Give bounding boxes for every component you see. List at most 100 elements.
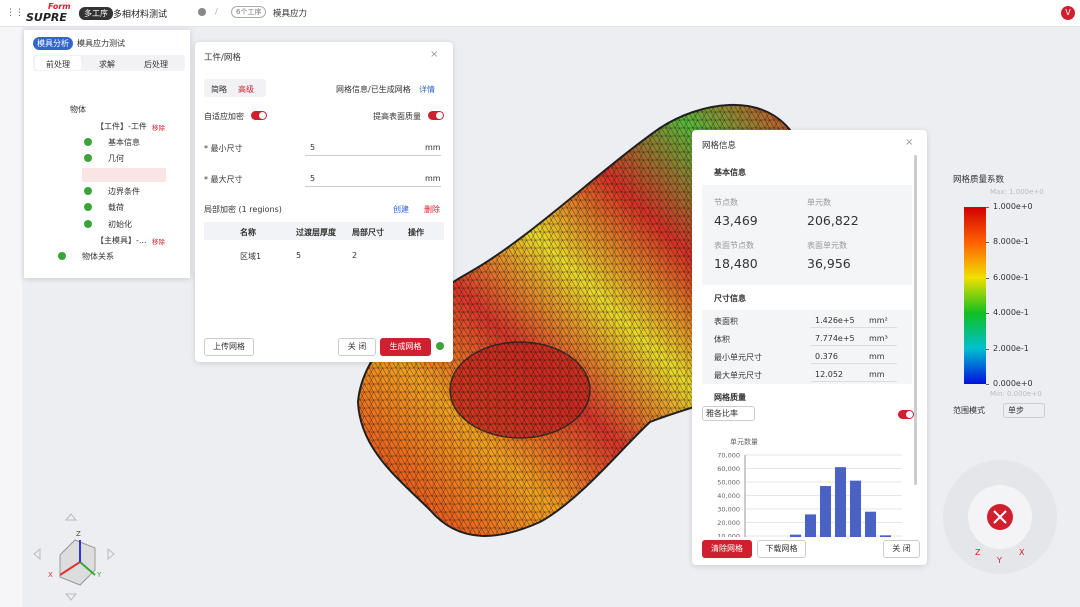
axis-x: [59, 561, 81, 576]
metric-select[interactable]: 雅各比率: [702, 406, 755, 421]
tree-node[interactable]: 几何: [108, 154, 124, 164]
toggle[interactable]: [428, 111, 444, 120]
toggle[interactable]: [898, 410, 914, 419]
tree-panel: [24, 30, 190, 278]
view-button[interactable]: X: [1019, 548, 1025, 557]
tree-node[interactable]: 【工件】-工件: [96, 122, 147, 131]
user-avatar[interactable]: V: [1061, 6, 1075, 20]
settings-icon[interactable]: [198, 8, 206, 16]
axis-label: Y: [97, 571, 102, 579]
scrollbar[interactable]: [914, 155, 917, 485]
status-dot: [58, 252, 66, 260]
button[interactable]: 关 闭: [338, 338, 376, 356]
axis-label: Z: [76, 530, 81, 538]
input[interactable]: [811, 331, 897, 346]
tab[interactable]: 模具分析: [33, 37, 73, 50]
size-unit: mm: [869, 370, 885, 379]
size-label: 最小单元尺寸: [714, 353, 762, 362]
table-cell: 5: [296, 251, 302, 260]
panel-title: 网格信息: [702, 141, 737, 151]
subtab[interactable]: 前处理: [46, 60, 70, 69]
tree-node[interactable]: 物体: [70, 105, 86, 114]
tree-action[interactable]: 移除: [152, 124, 165, 132]
legend-label: 2.000e-1: [993, 343, 1029, 353]
status-dot: [84, 154, 92, 163]
unit: mm: [425, 143, 441, 152]
tree-node[interactable]: 基本信息: [108, 138, 140, 147]
input[interactable]: [811, 313, 897, 328]
option-label: 提高表面质量: [373, 112, 421, 121]
bar: [865, 511, 876, 550]
step-count[interactable]: 6个工序: [231, 6, 267, 18]
size-unit: mm: [869, 352, 885, 361]
mode-tab[interactable]: 简略: [211, 85, 227, 94]
legend-tick: [986, 207, 989, 208]
y-tick-label: 70,000: [717, 452, 740, 460]
subtab[interactable]: 求解: [99, 60, 115, 69]
section-title[interactable]: 网格质量: [714, 393, 746, 402]
legend-title: 网格质量系数: [953, 175, 1005, 185]
delete-link[interactable]: 删除: [424, 205, 440, 214]
close-icon[interactable]: ×: [430, 49, 439, 60]
apps-icon[interactable]: ⋮⋮: [6, 8, 24, 18]
create-link[interactable]: 创建: [393, 205, 409, 214]
details-link[interactable]: 详情: [419, 85, 435, 94]
input[interactable]: [305, 155, 441, 156]
size-unit: mm²: [869, 316, 888, 325]
y-tick-label: 50,000: [717, 479, 740, 487]
column-header: 操作: [408, 228, 424, 237]
dialog-title: 工件/网格: [204, 53, 241, 63]
stats-box: [702, 185, 912, 285]
button[interactable]: 上传网格: [204, 338, 254, 356]
subtab-active: [35, 56, 81, 70]
mode-tabs: [204, 79, 266, 97]
input[interactable]: [811, 367, 897, 382]
size-label: 最大单元尺寸: [714, 371, 762, 380]
tree-action[interactable]: 移除: [152, 238, 165, 246]
bar: [805, 514, 816, 550]
button[interactable]: 关 闭: [883, 540, 920, 558]
input[interactable]: [305, 186, 441, 187]
separator: /: [215, 7, 218, 16]
legend-label: 0.000e+0: [993, 379, 1033, 388]
topbar: [0, 0, 1080, 27]
tree-node[interactable]: 物体关系: [82, 252, 114, 261]
tree-node[interactable]: 初始化: [108, 219, 132, 229]
legend-min: Min: 0.000e+0: [990, 390, 1042, 398]
legend-tick: [986, 242, 989, 244]
status-dot: [84, 203, 92, 212]
y-tick-label: 20,000: [717, 519, 740, 527]
table-cell: 区域1: [240, 252, 262, 261]
button[interactable]: 下载网格: [757, 540, 806, 558]
size-value: 7.774e+5: [815, 334, 855, 343]
input[interactable]: [811, 349, 897, 364]
tree-node[interactable]: 边界条件: [108, 186, 140, 196]
table-cell: 2: [352, 251, 358, 260]
view-arrows[interactable]: [33, 513, 115, 601]
section-title[interactable]: 基本信息: [714, 168, 746, 177]
section-label: 局部加密 (1 regions): [204, 205, 282, 214]
tree-node[interactable]: 【主模具】-...: [96, 236, 147, 245]
tree-node[interactable]: 载荷: [108, 203, 124, 213]
axis-y: [79, 561, 96, 576]
view-button[interactable]: Z: [975, 548, 981, 557]
legend-label: 4.000e-1: [993, 308, 1029, 318]
mesh-boss-wire: [450, 342, 590, 438]
mode-tab[interactable]: 高级: [238, 85, 254, 94]
mesh-wireframe: [358, 104, 800, 536]
range-select[interactable]: 单步: [1003, 403, 1045, 418]
legend-label: 1.000e+0: [993, 202, 1033, 211]
view-button[interactable]: Y: [997, 556, 1002, 565]
toggle[interactable]: [251, 111, 267, 120]
close-icon[interactable]: ×: [905, 137, 914, 148]
tab[interactable]: 模具应力测试: [77, 39, 125, 48]
column-header: 局部尺寸: [352, 228, 384, 237]
input-value: 5: [310, 174, 316, 183]
button[interactable]: 清除网格: [702, 540, 752, 558]
section-title[interactable]: 尺寸信息: [714, 294, 746, 303]
subtab[interactable]: 后处理: [144, 60, 168, 69]
field-label: * 最大尺寸: [204, 175, 243, 184]
button[interactable]: 生成网格: [380, 338, 431, 356]
